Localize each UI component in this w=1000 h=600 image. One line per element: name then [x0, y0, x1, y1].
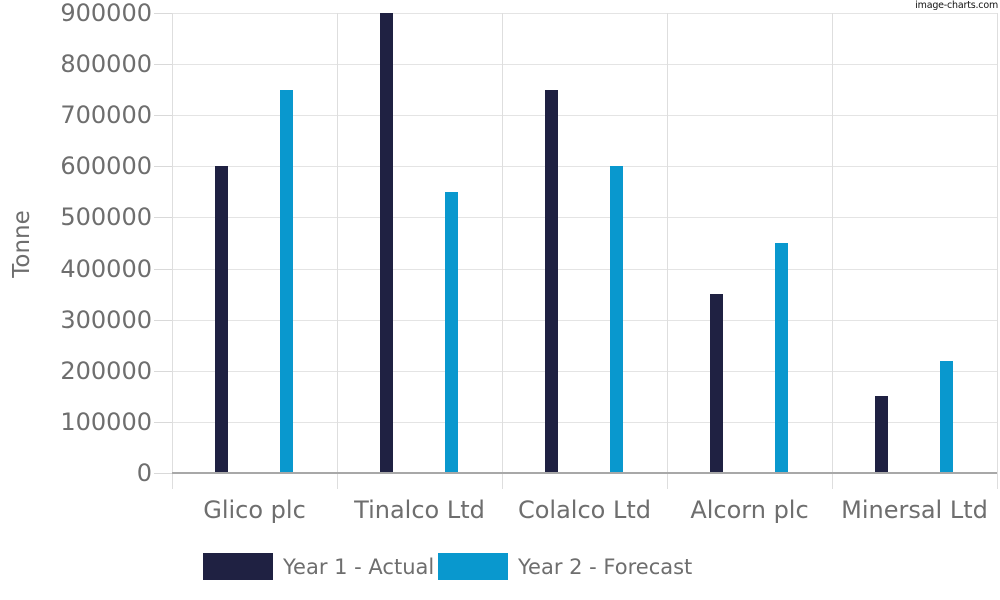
y-tick-label: 800000 [60, 50, 152, 79]
legend-label-year1: Year 1 - Actual [283, 554, 435, 579]
y-tick-label: 400000 [60, 254, 152, 283]
y-tick-label: 600000 [60, 152, 152, 181]
x-gridline [667, 13, 668, 489]
y-tick [154, 13, 172, 14]
x-gridline [337, 13, 338, 489]
y-gridline [172, 217, 997, 219]
y-tick-label: 300000 [60, 305, 152, 334]
bar [215, 166, 228, 473]
y-tick [154, 319, 172, 321]
y-gridline [172, 115, 997, 117]
bar [280, 90, 293, 473]
watermark: image-charts.com [915, 0, 998, 11]
x-category-label: Glico plc [203, 496, 306, 524]
y-tick [154, 217, 172, 219]
bar [610, 166, 623, 473]
x-gridline [997, 13, 998, 489]
y-tick-label: 200000 [60, 356, 152, 385]
y-tick-label: 900000 [60, 0, 152, 27]
legend-item-year1: Year 1 - Actual [203, 553, 434, 580]
x-gridline [172, 13, 173, 489]
bar [875, 396, 888, 473]
y-tick [154, 370, 172, 372]
x-category-label: Colalco Ltd [517, 496, 651, 524]
bar [775, 243, 788, 473]
x-category-label: Minersal Ltd [841, 496, 988, 524]
x-axis-line [172, 472, 997, 474]
y-gridline [172, 268, 997, 270]
legend-swatch-year1 [203, 553, 273, 580]
y-gridline [172, 370, 997, 372]
y-tick [154, 421, 172, 423]
y-tick [154, 268, 172, 270]
legend-swatch-year2 [438, 553, 508, 580]
legend-label-year2: Year 2 - Forecast [518, 554, 693, 579]
y-gridline [172, 13, 997, 14]
y-gridline [172, 319, 997, 321]
y-tick [154, 166, 172, 168]
x-gridline [832, 13, 833, 489]
x-category-label: Alcorn plc [690, 496, 809, 524]
y-axis-title: Tonne [9, 210, 35, 278]
y-gridline [172, 64, 997, 66]
bar [380, 13, 393, 473]
y-tick-label: 0 [136, 459, 152, 487]
bar [940, 361, 953, 473]
y-tick-label: 100000 [60, 407, 152, 436]
y-tick-label: 700000 [60, 101, 152, 130]
y-tick-label: 500000 [60, 203, 152, 232]
y-gridline [172, 166, 997, 168]
y-tick [154, 473, 172, 474]
x-gridline [502, 13, 503, 489]
y-tick [154, 64, 172, 66]
bar [710, 294, 723, 473]
bar [545, 90, 558, 473]
x-category-label: Tinalco Ltd [354, 496, 485, 524]
bar [445, 192, 458, 473]
y-tick [154, 115, 172, 117]
legend-item-year2: Year 2 - Forecast [438, 553, 692, 580]
y-gridline [172, 421, 997, 423]
